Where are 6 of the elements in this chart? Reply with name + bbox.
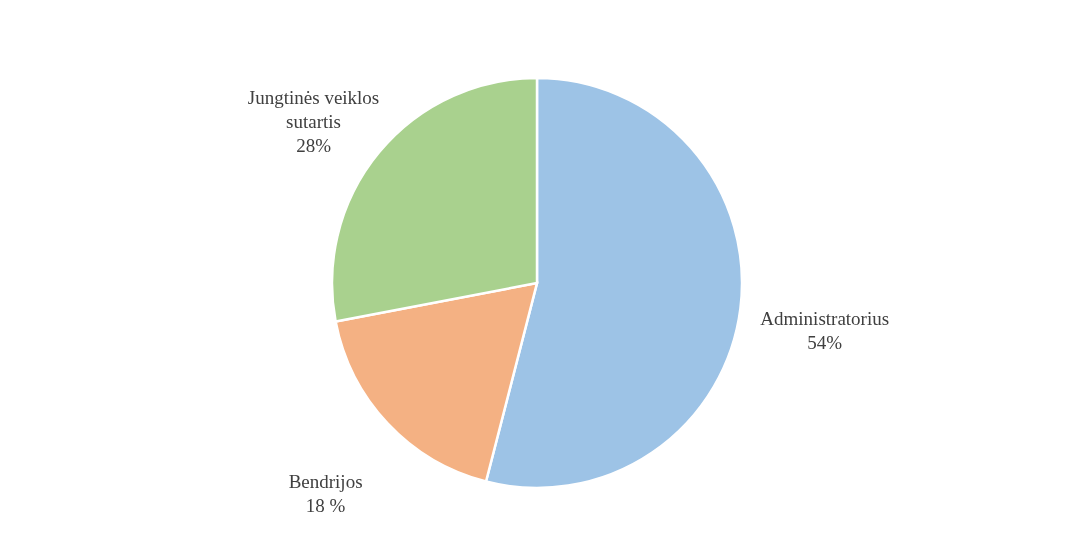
- slice-label: Jungtinės veiklos sutartis: [247, 87, 380, 133]
- slice-label: Administratorius: [760, 308, 890, 330]
- data-label: 54%: [807, 332, 843, 354]
- data-label: 18 %: [305, 494, 346, 516]
- slice-label: Bendrijos: [288, 470, 363, 492]
- data-label: 28%: [296, 135, 332, 157]
